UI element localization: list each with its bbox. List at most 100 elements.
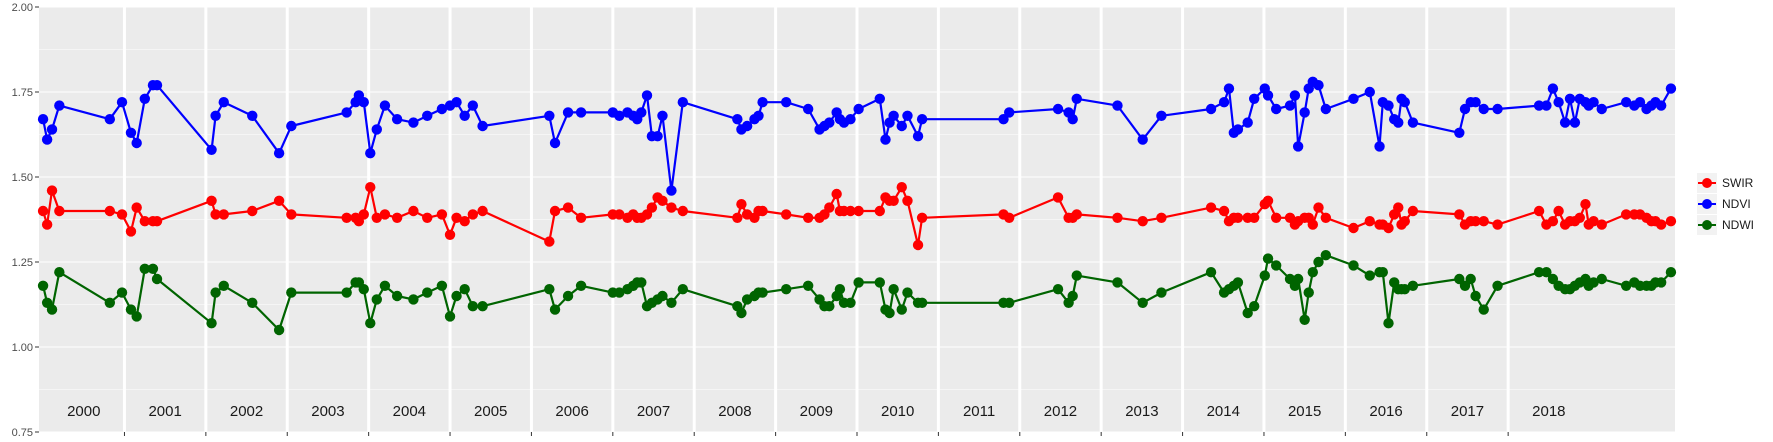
data-point-swir xyxy=(247,205,258,217)
data-point-swir xyxy=(1232,212,1244,223)
data-point-ndwi xyxy=(444,311,456,322)
data-point-ndvi xyxy=(1284,100,1296,111)
data-point-ndvi xyxy=(741,120,753,132)
data-point-ndwi xyxy=(916,297,928,308)
data-point-swir xyxy=(831,188,842,200)
data-point-swir xyxy=(273,195,285,206)
data-point-ndvi xyxy=(1218,97,1230,108)
data-point-ndvi xyxy=(845,114,856,125)
data-point-ndvi xyxy=(477,120,488,132)
data-point-ndvi xyxy=(888,110,899,122)
data-point-swir xyxy=(286,209,297,220)
data-point-swir xyxy=(646,202,658,213)
data-point-swir xyxy=(422,212,433,223)
data-point-ndvi xyxy=(365,148,376,159)
data-point-ndwi xyxy=(1655,277,1667,288)
data-point-swir xyxy=(1313,202,1324,213)
data-point-ndvi xyxy=(896,120,907,132)
legend-item-swir: SWIR xyxy=(1697,173,1754,193)
year-label: 2008 xyxy=(718,403,751,420)
data-point-ndvi xyxy=(1071,93,1082,105)
year-label: 2006 xyxy=(555,403,588,420)
data-point-ndwi xyxy=(151,273,163,285)
data-point-swir xyxy=(1052,192,1064,203)
y-tick-label: 2.00 xyxy=(12,2,33,14)
data-point-ndvi xyxy=(1248,93,1260,105)
data-point-swir xyxy=(1596,219,1607,230)
data-point-swir xyxy=(1270,212,1282,223)
data-point-ndvi xyxy=(371,124,382,135)
data-point-swir xyxy=(104,205,116,217)
data-point-swir xyxy=(1262,195,1274,206)
data-point-ndvi xyxy=(1459,103,1471,115)
data-point-ndwi xyxy=(436,280,448,291)
data-point-ndvi xyxy=(46,124,58,135)
data-point-swir xyxy=(379,209,391,220)
data-point-ndwi xyxy=(286,287,297,298)
data-point-ndwi xyxy=(1541,267,1552,278)
data-point-ndvi xyxy=(1232,124,1244,135)
data-point-ndvi xyxy=(1492,103,1503,115)
data-point-ndwi xyxy=(1465,273,1476,285)
data-point-ndvi xyxy=(451,97,462,108)
data-point-ndwi xyxy=(1292,273,1304,285)
data-point-ndvi xyxy=(139,93,151,105)
data-point-ndvi xyxy=(1559,117,1571,128)
year-label: 2012 xyxy=(1044,403,1077,420)
data-point-ndwi xyxy=(125,304,137,315)
data-point-ndwi xyxy=(1377,267,1388,278)
year-label: 2005 xyxy=(474,403,507,420)
data-point-ndwi xyxy=(853,277,864,288)
data-point-swir xyxy=(41,219,53,230)
data-point-ndvi xyxy=(379,100,391,111)
data-point-ndvi xyxy=(1262,90,1274,101)
data-point-swir xyxy=(1320,212,1332,223)
data-point-swir xyxy=(1307,219,1319,230)
data-point-ndvi xyxy=(286,120,297,132)
data-point-swir xyxy=(736,199,747,210)
data-point-ndvi xyxy=(408,117,419,128)
data-point-ndwi xyxy=(54,267,65,278)
data-point-ndvi xyxy=(1541,100,1552,111)
data-point-ndwi xyxy=(736,307,747,319)
legend-key-point xyxy=(1702,199,1712,209)
data-point-ndwi xyxy=(477,301,488,312)
year-label: 2000 xyxy=(67,403,100,420)
data-point-ndwi xyxy=(1067,290,1078,302)
data-point-ndwi xyxy=(549,304,561,315)
data-point-swir xyxy=(1478,216,1489,227)
data-point-ndwi xyxy=(1470,290,1481,302)
data-point-ndwi xyxy=(1533,267,1545,278)
data-point-ndvi xyxy=(1553,97,1564,108)
legend-label: NDVI xyxy=(1722,197,1751,211)
data-point-ndvi xyxy=(1299,107,1310,118)
data-point-ndwi xyxy=(116,287,128,298)
data-point-ndwi xyxy=(824,301,835,312)
data-point-swir xyxy=(1383,222,1394,234)
data-point-ndwi xyxy=(218,280,229,291)
data-point-swir xyxy=(1454,209,1465,220)
data-point-ndwi xyxy=(874,277,885,288)
data-point-ndvi xyxy=(912,131,924,142)
data-point-ndwi xyxy=(273,324,285,336)
data-point-ndvi xyxy=(575,107,587,118)
data-point-ndwi xyxy=(451,290,462,302)
data-point-swir xyxy=(46,185,58,196)
data-point-ndwi xyxy=(657,290,668,302)
data-point-swir xyxy=(1004,212,1015,223)
data-point-swir xyxy=(459,216,470,227)
year-label: 2010 xyxy=(881,403,914,420)
data-point-swir xyxy=(657,195,668,206)
data-point-ndvi xyxy=(422,110,433,122)
data-point-ndvi xyxy=(1052,103,1064,115)
data-point-swir xyxy=(371,212,382,223)
data-point-ndvi xyxy=(1655,100,1667,111)
data-point-swir xyxy=(1205,202,1217,213)
data-point-ndwi xyxy=(247,297,258,308)
data-point-ndvi xyxy=(467,100,479,111)
data-point-swir xyxy=(54,205,65,217)
data-point-ndvi xyxy=(459,110,470,122)
data-point-ndvi xyxy=(151,80,163,91)
data-point-ndvi xyxy=(391,114,403,125)
